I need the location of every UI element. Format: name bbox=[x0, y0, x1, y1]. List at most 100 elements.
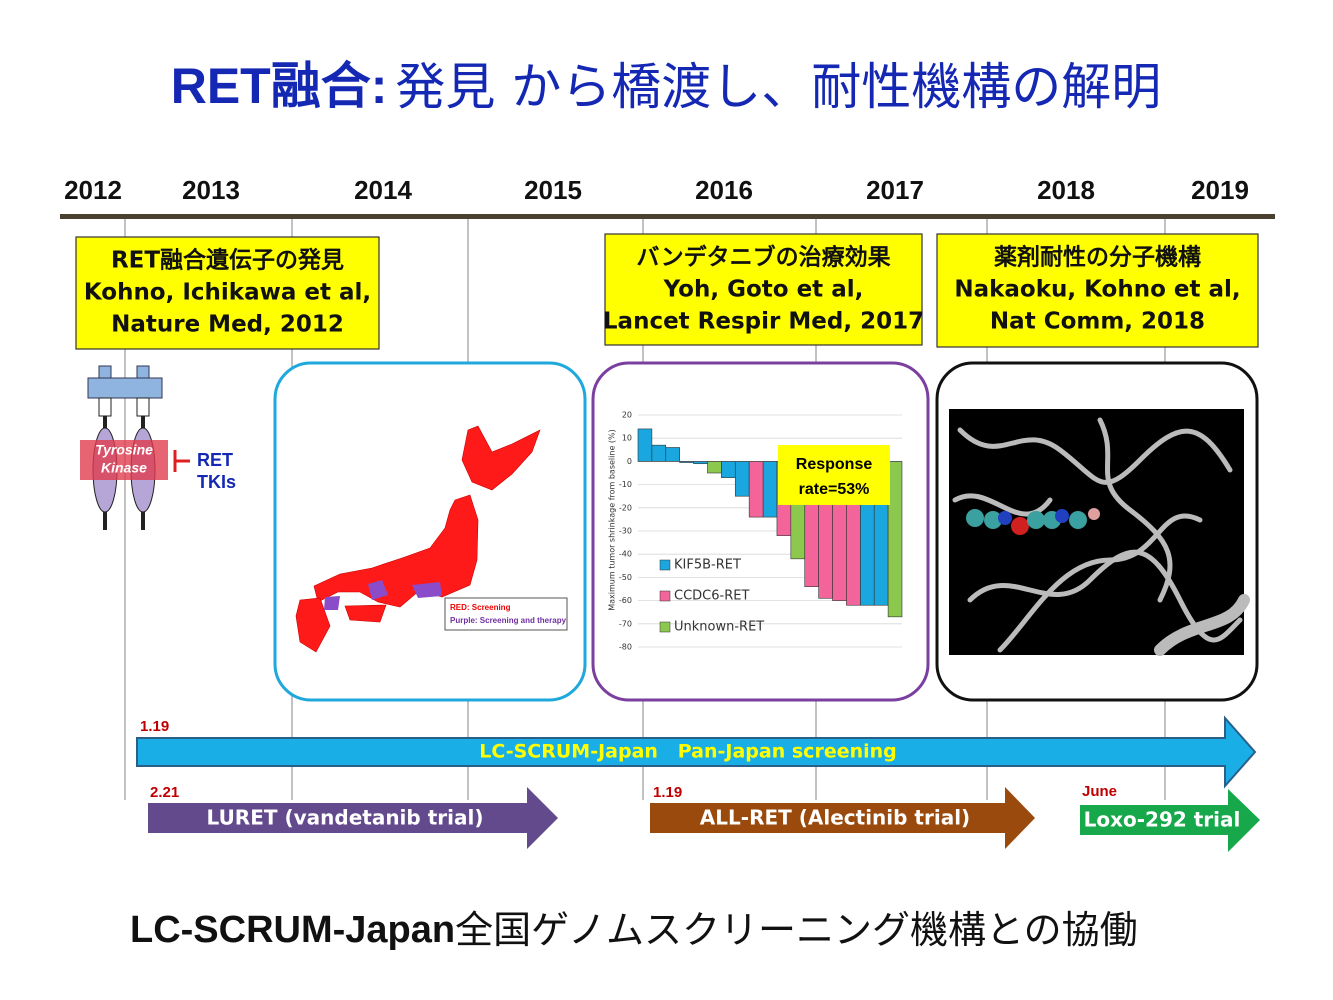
screening-arrow bbox=[136, 715, 1257, 789]
japan-map bbox=[295, 425, 541, 653]
map-legend-text: Purple: Screening and therapy bbox=[450, 616, 567, 625]
y-tick-label: 0 bbox=[627, 457, 632, 466]
bar bbox=[748, 461, 764, 518]
map-region-therapy bbox=[324, 596, 340, 610]
drug-label: TKIs bbox=[197, 472, 236, 492]
legend-swatch bbox=[659, 621, 671, 633]
reference-line: Nakaoku, Kohno et al, bbox=[954, 277, 1240, 303]
legend-label: CCDC6-RET bbox=[674, 589, 749, 604]
receptor-diagram: Tyrosine Kinase RET TKIs bbox=[80, 365, 236, 530]
map-region bbox=[461, 425, 541, 491]
receptor-cap bbox=[136, 365, 150, 379]
reference-line: Nature Med, 2012 bbox=[111, 312, 344, 338]
bar bbox=[887, 461, 903, 618]
bar bbox=[651, 444, 667, 462]
year-label: 2016 bbox=[695, 175, 753, 205]
map-region-therapy bbox=[412, 582, 442, 598]
map-region bbox=[295, 597, 331, 653]
bar bbox=[665, 447, 680, 462]
receptor-segment bbox=[98, 397, 112, 417]
y-tick-label: -10 bbox=[619, 480, 632, 489]
title-rest: 発見 から橋渡し、耐性機構の解明 bbox=[395, 58, 1161, 116]
timeline-axis bbox=[60, 214, 1275, 219]
arrow-date: 1.19 bbox=[653, 784, 682, 801]
bar bbox=[707, 461, 722, 474]
atom bbox=[998, 511, 1012, 525]
y-tick-label: -40 bbox=[619, 550, 632, 559]
footer-rest: 全国ゲノムスクリーニング機構との協働 bbox=[455, 908, 1137, 952]
kinase-band bbox=[80, 440, 168, 480]
arrow-date: 1.19 bbox=[140, 718, 169, 735]
atom bbox=[1069, 511, 1087, 529]
map-region bbox=[313, 494, 479, 608]
y-tick-label: 20 bbox=[622, 411, 632, 420]
arrow-label: Loxo-292 trial bbox=[1084, 808, 1241, 832]
reference-line: バンデタニブの治療効果 bbox=[636, 244, 890, 271]
map-region bbox=[344, 604, 387, 623]
waterfall-y-label: Maximum tumor shrinkage from baseline (%… bbox=[608, 429, 617, 611]
receptor-segment bbox=[136, 397, 150, 417]
reference-box bbox=[936, 233, 1259, 348]
map-panel bbox=[273, 361, 587, 702]
ribbon bbox=[957, 427, 1233, 485]
bar bbox=[637, 428, 653, 462]
year-label: 2017 bbox=[866, 175, 924, 205]
bar bbox=[721, 461, 736, 478]
year-label: 2012 bbox=[64, 175, 122, 205]
atom bbox=[1088, 508, 1100, 520]
reference-line: 薬剤耐性の分子機構 bbox=[994, 244, 1201, 271]
arrow-label: LURET (vandetanib trial) bbox=[207, 806, 484, 830]
loxo-arrow bbox=[1080, 789, 1260, 852]
legend-label: KIF5B-RET bbox=[674, 558, 741, 573]
bar bbox=[734, 461, 750, 497]
y-tick-label: -20 bbox=[619, 503, 632, 512]
year-label: 2014 bbox=[354, 175, 412, 205]
ribbon bbox=[967, 549, 1243, 643]
map-legend bbox=[444, 597, 568, 631]
bar bbox=[762, 461, 778, 518]
response-text: Response bbox=[796, 456, 873, 473]
response-box bbox=[778, 445, 890, 505]
arrow-label: ALL-RET (Alectinib trial) bbox=[700, 806, 970, 830]
arrow-label: LC-SCRUM-Japan Pan-Japan screening bbox=[479, 741, 897, 763]
ribbon bbox=[952, 493, 1053, 517]
waterfall-chart: 20 10 0 -10 -20 -30 -40 -50 -60 -70 -80 KIF5B-RET CC… bbox=[619, 411, 903, 652]
reference-line: Yoh, Goto et al, bbox=[663, 277, 864, 303]
legend-label: Unknown-RET bbox=[674, 620, 764, 635]
reference-line: Kohno, Ichikawa et al, bbox=[84, 280, 371, 306]
legend-swatch bbox=[659, 559, 671, 571]
timeline-years: 2012 2013 2014 2015 2016 2017 2018 2019 bbox=[64, 175, 1249, 205]
structure-image bbox=[949, 409, 1244, 655]
year-label: 2019 bbox=[1191, 175, 1249, 205]
map-legend-text: RED: Screening bbox=[450, 603, 511, 612]
y-tick-label: -70 bbox=[619, 619, 632, 628]
drug-label: RET bbox=[197, 450, 233, 470]
kinase-label: Kinase bbox=[101, 460, 147, 476]
arrow-date: June bbox=[1082, 783, 1117, 800]
y-tick-label: 10 bbox=[622, 434, 632, 443]
year-label: 2018 bbox=[1037, 175, 1095, 205]
reference-box bbox=[75, 236, 380, 350]
response-text: rate=53% bbox=[799, 481, 870, 498]
title: RET融合: 発見 から橋渡し、耐性機構の解明 bbox=[171, 58, 1162, 116]
y-tick-label: -30 bbox=[619, 527, 632, 536]
arrow-date: 2.21 bbox=[150, 784, 179, 801]
ribbon bbox=[997, 513, 1203, 653]
y-tick-label: -60 bbox=[619, 596, 632, 605]
receptor-cap bbox=[98, 365, 112, 379]
ligand bbox=[966, 508, 1100, 535]
year-label: 2013 bbox=[182, 175, 240, 205]
reference-boxes: RET融合遺伝子の発見 Kohno, Ichikawa et al, Nature … bbox=[75, 233, 1259, 350]
y-tick-label: -50 bbox=[619, 573, 632, 582]
footer-bold: LC-SCRUM-Japan bbox=[130, 909, 455, 951]
year-label: 2015 bbox=[524, 175, 582, 205]
footer: LC-SCRUM-Japan全国ゲノムスクリーニング機構との協働 bbox=[130, 908, 1138, 952]
map-region-therapy bbox=[368, 580, 388, 600]
atom bbox=[966, 509, 984, 527]
ribbon bbox=[1097, 417, 1173, 603]
atom bbox=[1011, 517, 1029, 535]
reference-line: Nat Comm, 2018 bbox=[990, 309, 1205, 335]
reference-line: RET融合遺伝子の発見 bbox=[111, 247, 344, 274]
atom bbox=[984, 511, 1002, 529]
